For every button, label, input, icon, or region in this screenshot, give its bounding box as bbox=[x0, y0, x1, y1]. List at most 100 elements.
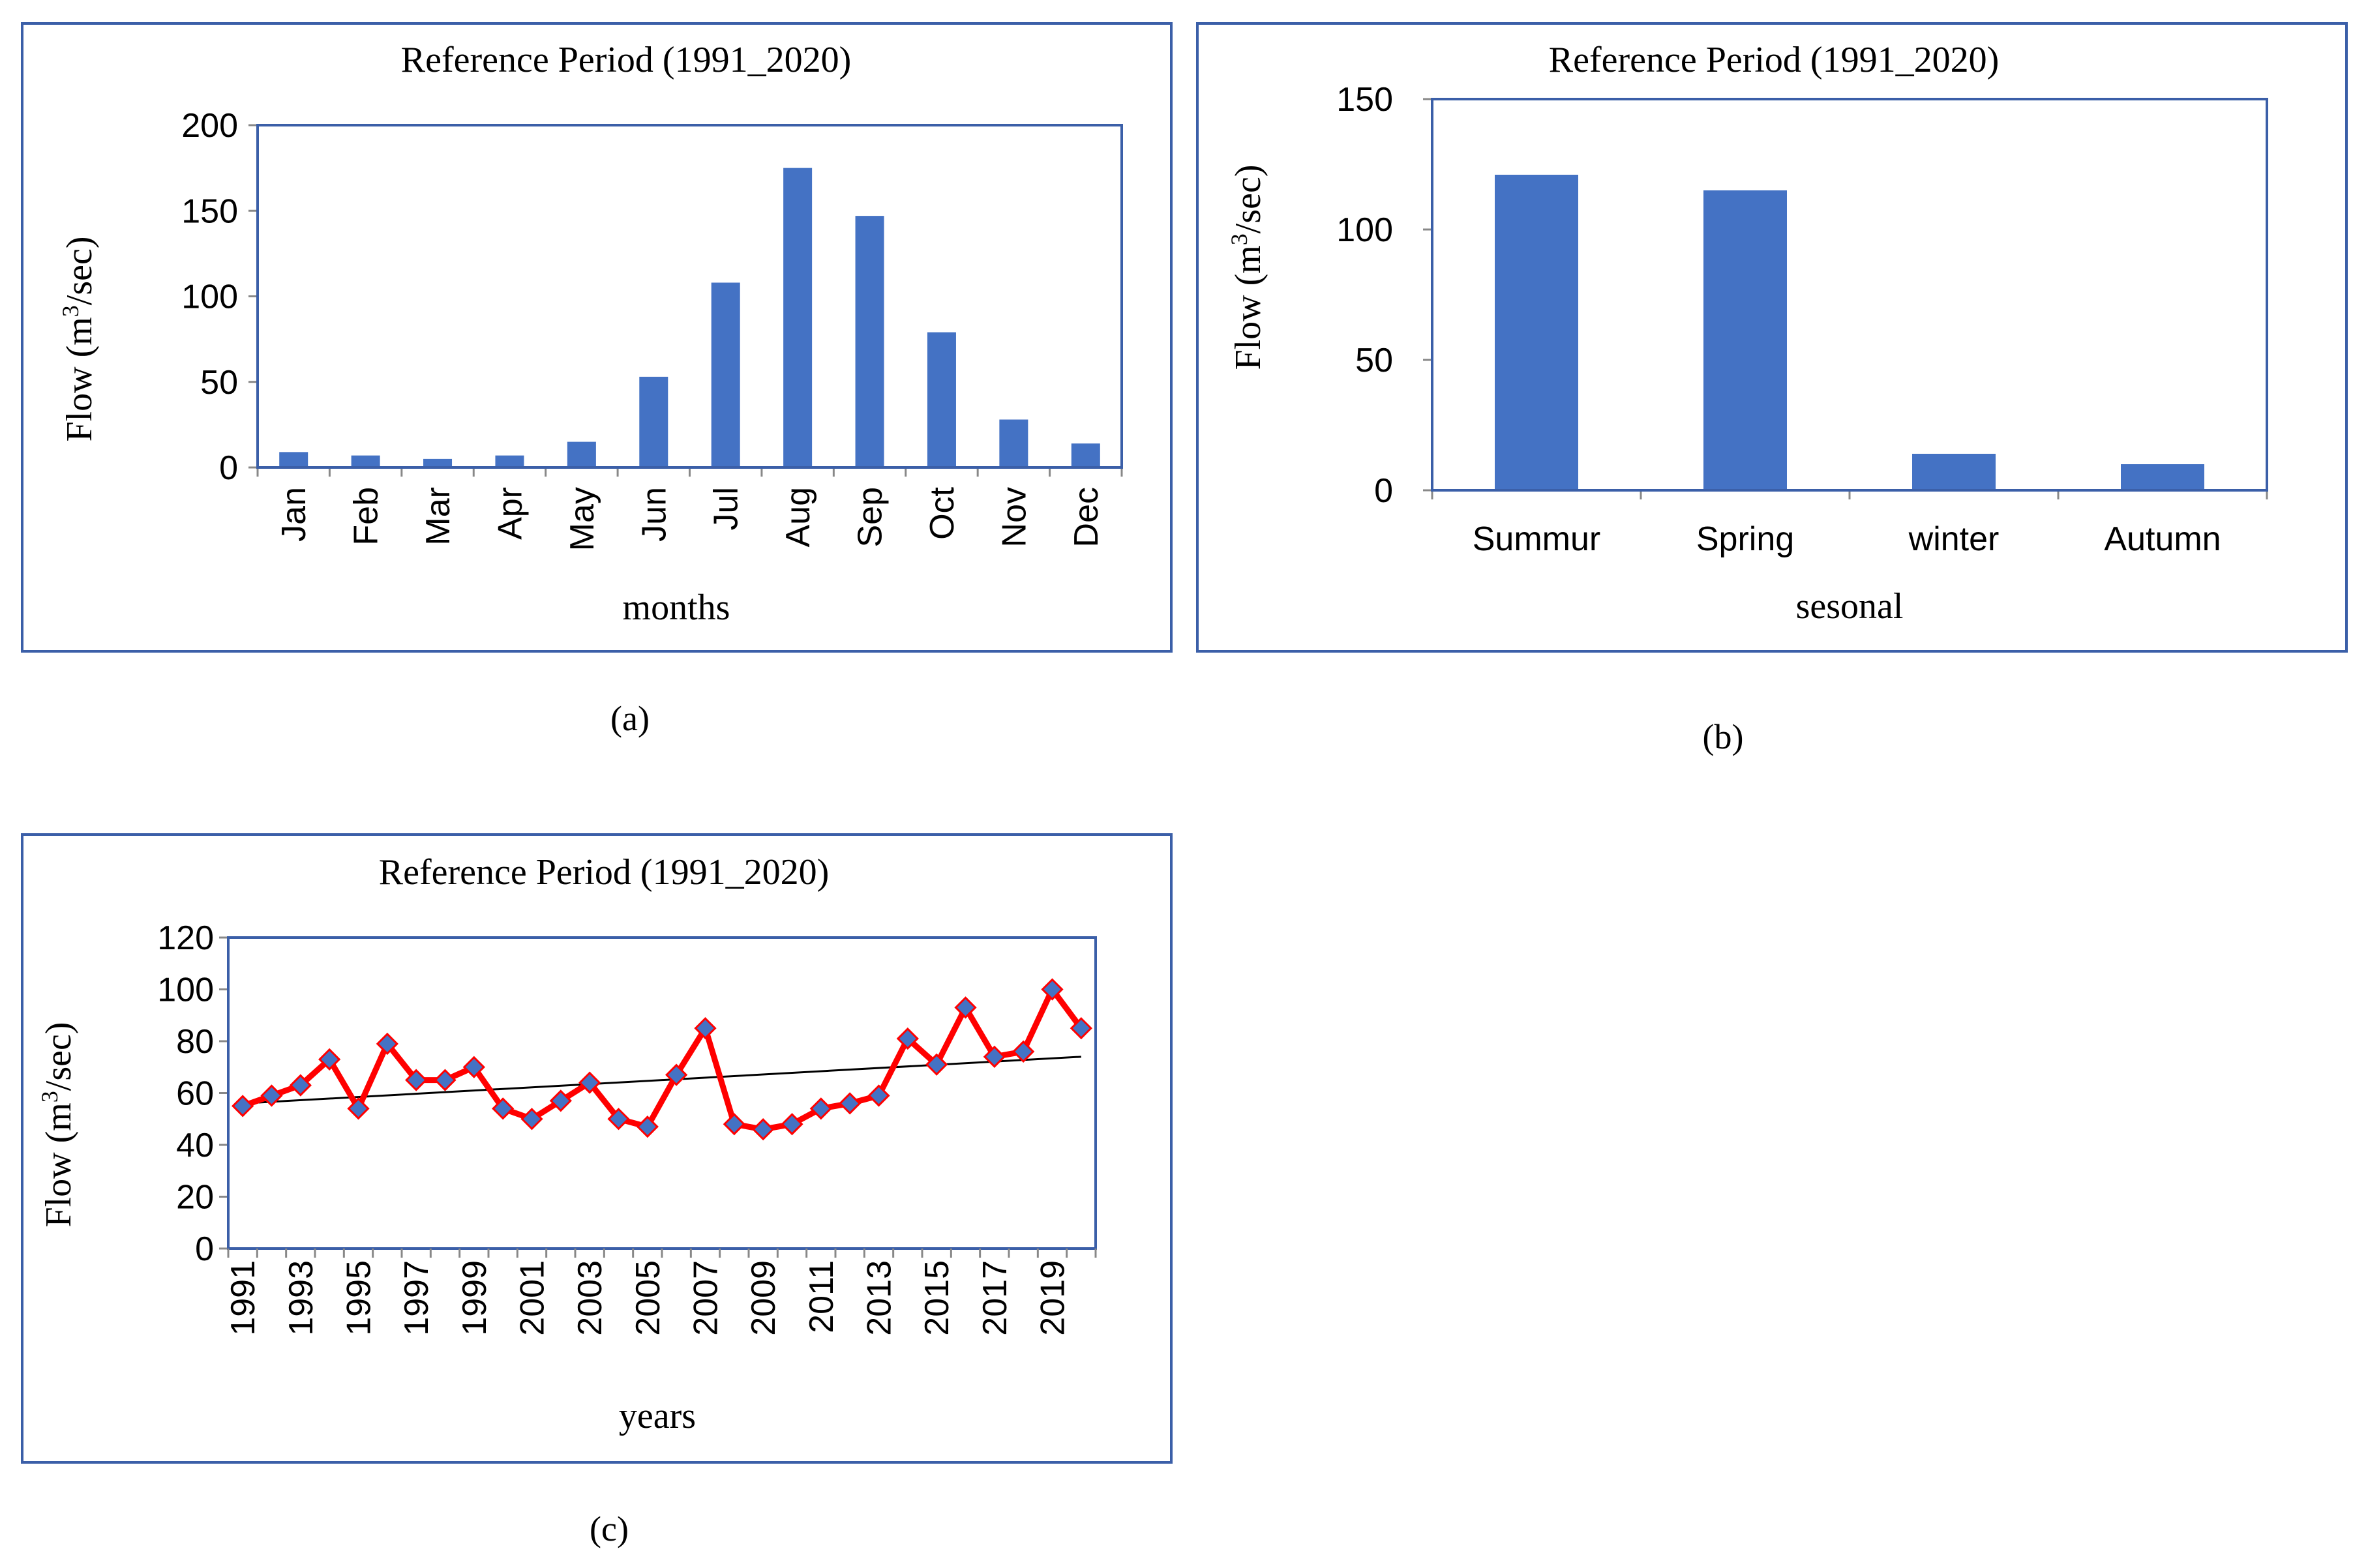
panel-c-x-tick-label: 2017 bbox=[976, 1260, 1014, 1336]
panel-c-data-point bbox=[1012, 1040, 1035, 1063]
panel-a-x-tick-label: Jul bbox=[708, 487, 745, 530]
panel-c-x-tick-label: 2003 bbox=[571, 1260, 609, 1336]
panel-c-y-axis-label: Flow (m3/sec) bbox=[37, 1022, 79, 1227]
panel-c-title: Reference Period (1991_2020) bbox=[379, 852, 829, 893]
panel-a-y-tick-label: 0 bbox=[219, 449, 238, 487]
panel-a-x-tick-label: Mar bbox=[419, 487, 457, 546]
panel-a: Reference Period (1991_2020) 0 50 100 150 20… bbox=[21, 22, 1173, 653]
caption-a: (a) bbox=[610, 699, 650, 738]
panel-a-bar bbox=[1071, 443, 1100, 467]
panel-c-data-point bbox=[1041, 978, 1064, 1001]
panel-b-x-axis-label: sesonal bbox=[1796, 586, 1904, 627]
panel-a-bar bbox=[351, 455, 380, 467]
panel-a-title: Reference Period (1991_2020) bbox=[401, 40, 851, 80]
panel-a-bar bbox=[495, 455, 524, 467]
panel-b-y-tick-label: 150 bbox=[1336, 81, 1393, 119]
panel-c-data-point bbox=[867, 1084, 890, 1107]
panel-c-x-tick-label: 1993 bbox=[282, 1260, 320, 1336]
panel-c-x-tick-label: 1991 bbox=[224, 1260, 262, 1336]
panel-c-series-line bbox=[241, 986, 1084, 1132]
panel-c-data-point bbox=[839, 1092, 862, 1115]
panel-c-y-tick-label: 120 bbox=[157, 919, 214, 957]
panel-c-data-point bbox=[723, 1113, 745, 1136]
panel-c-y-tick-label: 0 bbox=[195, 1230, 214, 1268]
panel-a-bar bbox=[927, 332, 956, 467]
panel-b-x-tick-label: Summur bbox=[1473, 520, 1600, 558]
panel-c-x-ticks: 1991 1993 1995 1997 1999 2001 2003 2005 2007 2009… bbox=[224, 1249, 1097, 1336]
panel-c-x-tick-label: 2001 bbox=[514, 1260, 552, 1336]
panel-b-y-tick-label: 100 bbox=[1336, 211, 1393, 249]
panel-a-bar bbox=[783, 168, 813, 467]
panel-c-data-point bbox=[694, 1017, 717, 1040]
panel-c-data-point bbox=[896, 1027, 919, 1050]
panel-c-data-point bbox=[665, 1063, 688, 1086]
panel-c-x-tick-label: 2011 bbox=[803, 1260, 841, 1333]
panel-c-points bbox=[232, 978, 1092, 1141]
panel-c-x-tick-label: 1999 bbox=[456, 1260, 494, 1336]
panel-a-y-tick-label: 200 bbox=[181, 107, 238, 145]
panel-c-data-point bbox=[781, 1113, 803, 1136]
panel-b-y-tick-label: 50 bbox=[1355, 342, 1393, 379]
panel-c-x-tick-label: 1997 bbox=[398, 1260, 436, 1336]
panel-c-data-point bbox=[954, 996, 977, 1019]
panel-c-data-point bbox=[549, 1089, 572, 1112]
panel-a-x-tick-label: Feb bbox=[348, 487, 385, 546]
panel-c-data-point bbox=[462, 1056, 485, 1078]
panel-c-y-tick-label: 80 bbox=[176, 1023, 214, 1061]
panel-c-data-point bbox=[925, 1053, 948, 1076]
panel-c-data-point bbox=[318, 1048, 341, 1071]
panel-c-data-point bbox=[1070, 1017, 1092, 1040]
panel-a-x-ticks: Jan Feb Mar Apr May Jun Jul Aug Sep Oct Nov Dec bbox=[256, 467, 1123, 551]
panel-c-data-point bbox=[289, 1074, 312, 1097]
panel-c-data-point bbox=[405, 1069, 428, 1091]
panel-c-y-ticks: 0 20 40 60 80 100 120 bbox=[157, 919, 228, 1268]
panel-a-y-ticks: 0 50 100 150 200 bbox=[181, 107, 258, 487]
panel-a-y-tick-label: 150 bbox=[181, 192, 238, 230]
panel-c-data-point bbox=[492, 1097, 515, 1120]
panel-b-bars bbox=[1495, 175, 2204, 490]
panel-c-data-point bbox=[347, 1097, 370, 1120]
panel-a-bar bbox=[639, 376, 668, 467]
panel-b-x-tick-label: winter bbox=[1908, 520, 2000, 558]
panel-c-y-tick-label: 20 bbox=[176, 1179, 214, 1217]
panel-b-bar bbox=[1703, 190, 1787, 490]
panel-a-y-tick-label: 50 bbox=[200, 364, 238, 402]
panel-b-x-tick-label: Autumn bbox=[2104, 520, 2221, 558]
panel-a-x-tick-label: Oct bbox=[923, 486, 961, 539]
caption-c: (c) bbox=[590, 1509, 629, 1548]
panel-b-x-ticks: Summur Spring winter Autumn bbox=[1431, 490, 2268, 558]
panel-a-bar bbox=[855, 216, 884, 467]
panel-a-frame bbox=[21, 22, 1173, 653]
panel-a-y-tick-label: 100 bbox=[181, 278, 238, 316]
panel-c-x-tick-label: 1995 bbox=[340, 1260, 378, 1336]
panel-a-plot-area bbox=[256, 124, 1123, 469]
panel-c-data-point bbox=[520, 1108, 543, 1131]
panel-c-data-point bbox=[983, 1045, 1006, 1068]
panel-c-data-point bbox=[607, 1108, 630, 1131]
panel-b-bar bbox=[1495, 175, 1578, 490]
panel-c-data-point bbox=[376, 1032, 398, 1056]
panel-a-x-tick-label: Apr bbox=[491, 487, 529, 540]
panel-c-series-group bbox=[241, 986, 1084, 1132]
panel-c-x-tick-label: 2009 bbox=[745, 1260, 783, 1336]
panel-c-data-point bbox=[260, 1084, 283, 1107]
panel-c-x-tick-label: 2013 bbox=[861, 1260, 899, 1336]
panel-b-title: Reference Period (1991_2020) bbox=[1549, 40, 1999, 80]
panel-a-x-tick-label: Aug bbox=[779, 487, 817, 548]
panel-a-bar bbox=[279, 452, 308, 467]
panel-c-data-point bbox=[809, 1097, 832, 1120]
panel-b-y-ticks: 0 50 100 150 bbox=[1336, 81, 1432, 510]
caption-b: (b) bbox=[1703, 717, 1744, 756]
panel-b-y-axis-label: Flow (m3/sec) bbox=[1226, 164, 1268, 370]
panel-c: Reference Period (1991_2020) 0 20 40 60 80 10… bbox=[21, 833, 1173, 1464]
panel-a-bar bbox=[567, 441, 596, 467]
panel-a-x-tick-label: May bbox=[563, 487, 601, 551]
panel-c-data-point bbox=[434, 1069, 457, 1091]
panel-a-x-tick-label: Dec bbox=[1068, 487, 1105, 547]
panel-b-bar bbox=[1912, 454, 1996, 490]
panel-c-x-tick-label: 2007 bbox=[687, 1260, 725, 1336]
panel-c-y-tick-label: 60 bbox=[176, 1075, 214, 1113]
panel-b-plot-area bbox=[1431, 98, 2268, 492]
panel-a-x-axis-label: months bbox=[623, 587, 730, 628]
panel-a-x-tick-label: Nov bbox=[995, 487, 1033, 547]
